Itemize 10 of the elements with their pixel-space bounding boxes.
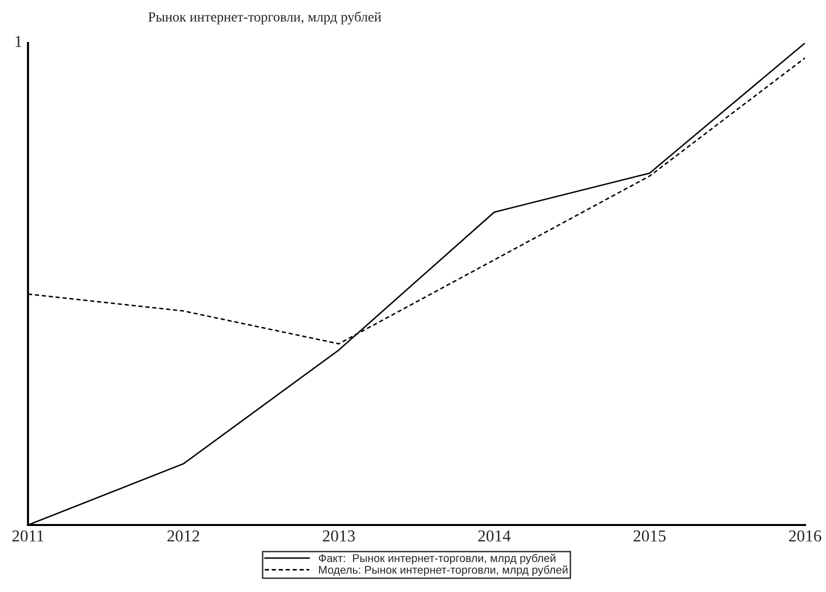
legend-label: Факт: Рынок интернет-торговли, млрд рублей: [318, 554, 556, 564]
text: 1: [16, 36, 22, 48]
x-tick-label: 2011: [12, 530, 44, 542]
legend-label: Модель: Рынок интернет-торговли, млрд рублей: [319, 565, 568, 576]
chart-title: Рынок интернет-торговли, млрд рублей: [148, 12, 382, 24]
x-tick-label: 2012: [167, 530, 200, 542]
x-tick-label: 2016: [789, 530, 822, 542]
x-tick-label: 2014: [478, 530, 511, 542]
x-tick-label: 2013: [322, 530, 355, 542]
x-tick-label: 2015: [634, 530, 666, 542]
